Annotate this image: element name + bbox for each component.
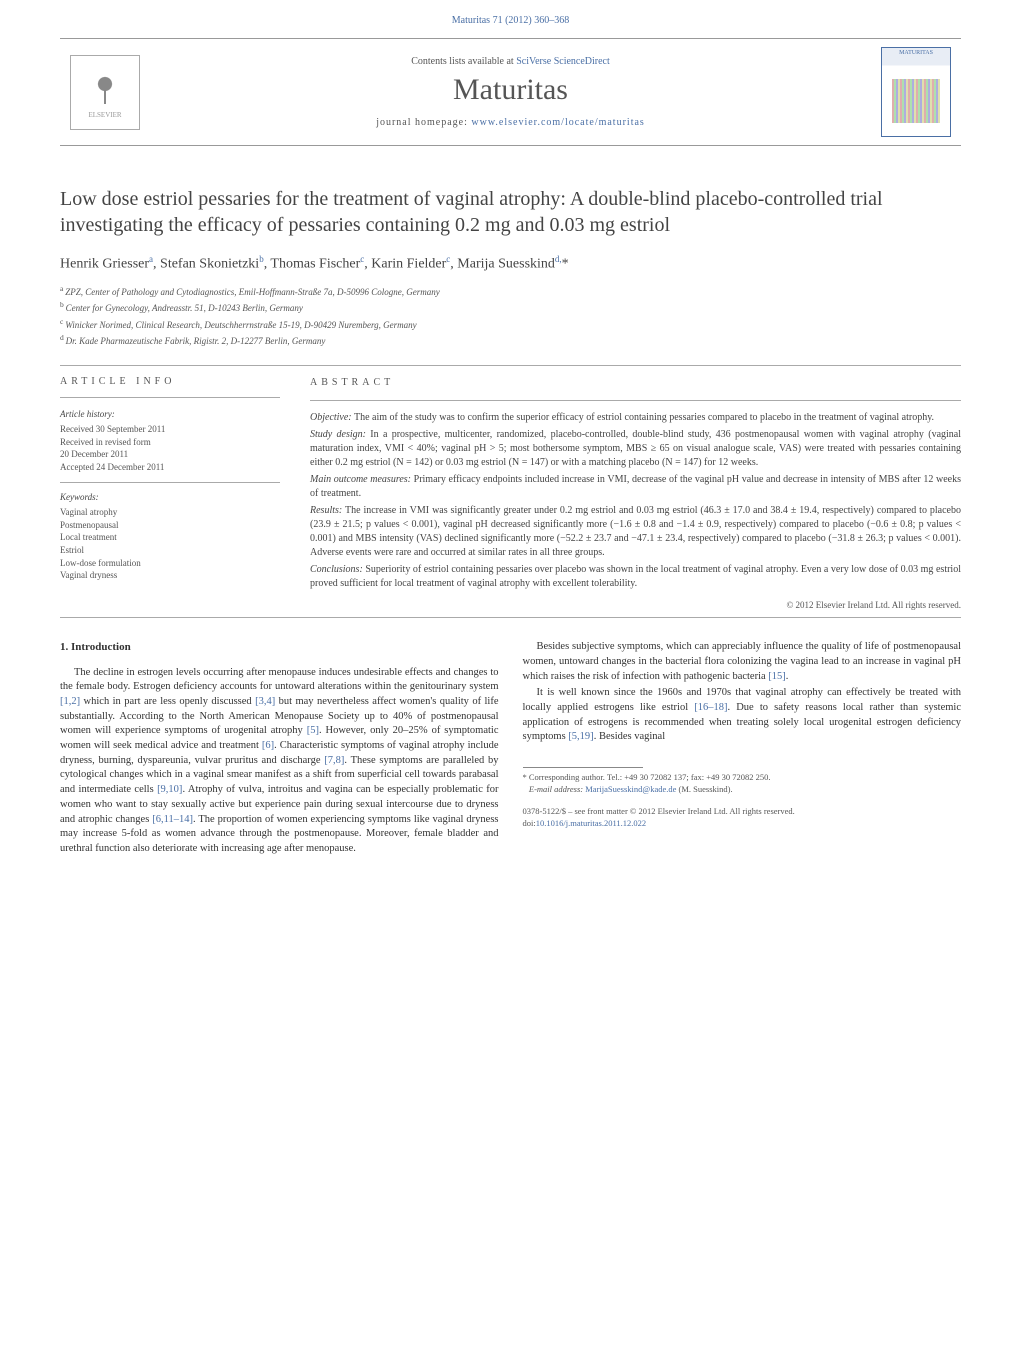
cover-label: MATURITAS xyxy=(899,50,933,56)
abstract-rule xyxy=(310,400,961,401)
copyright: © 2012 Elsevier Ireland Ltd. All rights … xyxy=(310,599,961,612)
design-label: Study design: xyxy=(310,429,366,440)
email-label: E-mail address: xyxy=(529,784,585,794)
abstract-objective: Objective: The aim of the study was to c… xyxy=(310,411,961,425)
affiliations: a ZPZ, Center of Pathology and Cytodiagn… xyxy=(60,283,961,349)
abstract: ABSTRACT Objective: The aim of the study… xyxy=(310,376,961,612)
journal-reference: Maturitas 71 (2012) 360–368 xyxy=(60,15,961,26)
doi-label: doi: xyxy=(523,818,536,828)
body-text-span: which in part are less openly discussed xyxy=(80,696,255,707)
keywords-block: Keywords: Vaginal atrophyPostmenopausalL… xyxy=(60,491,280,590)
journal-cover-thumbnail: MATURITAS xyxy=(881,47,951,137)
contents-text: Contents lists available at xyxy=(411,56,516,67)
info-rule xyxy=(60,397,280,398)
issn-line: 0378-5122/$ – see front matter © 2012 El… xyxy=(523,806,962,818)
abstract-design: Study design: In a prospective, multicen… xyxy=(310,428,961,470)
objective-label: Objective: xyxy=(310,412,352,423)
keyword-line: Local treatment xyxy=(60,531,280,544)
outcome-label: Main outcome measures: xyxy=(310,474,411,485)
affiliation-line: b Center for Gynecology, Andreasstr. 51,… xyxy=(60,299,961,316)
ref-link[interactable]: [6] xyxy=(262,740,274,751)
elsevier-logo: ELSEVIER xyxy=(70,55,140,130)
intro-para-3: It is well known since the 1960s and 197… xyxy=(523,686,962,745)
header-center: Contents lists available at SciVerse Sci… xyxy=(140,56,881,128)
ref-link[interactable]: [1,2] xyxy=(60,696,80,707)
article-info-heading: ARTICLE INFO xyxy=(60,376,280,387)
keyword-line: Postmenopausal xyxy=(60,519,280,532)
keyword-line: Vaginal dryness xyxy=(60,569,280,582)
article-info: ARTICLE INFO Article history: Received 3… xyxy=(60,376,280,612)
keyword-line: Vaginal atrophy xyxy=(60,506,280,519)
email-after: (M. Suesskind). xyxy=(676,784,732,794)
history-line: Received 30 September 2011 xyxy=(60,423,280,436)
results-text: The increase in VMI was significantly gr… xyxy=(310,505,961,558)
ref-link[interactable]: [9,10] xyxy=(157,784,182,795)
header-box: ELSEVIER Contents lists available at Sci… xyxy=(60,38,961,146)
elsevier-label: ELSEVIER xyxy=(88,111,121,119)
homepage-label: journal homepage: xyxy=(376,117,471,128)
body-text-span: . xyxy=(786,671,789,682)
abstract-outcome: Main outcome measures: Primary efficacy … xyxy=(310,473,961,501)
ref-link[interactable]: [5,19] xyxy=(568,731,593,742)
affiliation-line: c Winicker Norimed, Clinical Research, D… xyxy=(60,316,961,333)
keyword-line: Estriol xyxy=(60,544,280,557)
sciencedirect-link[interactable]: SciVerse ScienceDirect xyxy=(516,56,610,67)
body-text-span: . Besides vaginal xyxy=(594,731,665,742)
conclusions-text: Superiority of estriol containing pessar… xyxy=(310,564,961,589)
homepage-line: journal homepage: www.elsevier.com/locat… xyxy=(160,117,861,128)
body-text-span: The decline in estrogen levels occurring… xyxy=(60,667,499,693)
doi-link[interactable]: 10.1016/j.maturitas.2011.12.022 xyxy=(536,818,646,828)
body-rule xyxy=(60,617,961,618)
doi-footer: 0378-5122/$ – see front matter © 2012 El… xyxy=(523,806,962,830)
corresponding-author: * Corresponding author. Tel.: +49 30 720… xyxy=(523,772,962,784)
abstract-heading: ABSTRACT xyxy=(310,376,961,390)
section-rule xyxy=(60,365,961,366)
affiliation-line: d Dr. Kade Pharmazeutische Fabrik, Rigis… xyxy=(60,332,961,349)
history-line: 20 December 2011 xyxy=(60,448,280,461)
body-text: 1. Introduction The decline in estrogen … xyxy=(60,640,961,856)
article-history-block: Article history: Received 30 September 2… xyxy=(60,408,280,483)
intro-heading: 1. Introduction xyxy=(60,640,499,655)
ref-link[interactable]: [16–18] xyxy=(694,702,727,713)
results-label: Results: xyxy=(310,505,342,516)
intro-para-1: The decline in estrogen levels occurring… xyxy=(60,666,499,857)
journal-name: Maturitas xyxy=(160,73,861,107)
conclusions-label: Conclusions: xyxy=(310,564,363,575)
ref-link[interactable]: [3,4] xyxy=(255,696,275,707)
email-link[interactable]: MarijaSuesskind@kade.de xyxy=(585,784,676,794)
abstract-conclusions: Conclusions: Superiority of estriol cont… xyxy=(310,563,961,591)
keyword-line: Low-dose formulation xyxy=(60,557,280,570)
intro-para-2: Besides subjective symptoms, which can a… xyxy=(523,640,962,684)
ref-link[interactable]: [6,11–14] xyxy=(152,814,193,825)
authors: Henrik Griessera, Stefan Skonietzkib, Th… xyxy=(60,254,961,273)
elsevier-tree-icon xyxy=(85,66,125,111)
affiliation-line: a ZPZ, Center of Pathology and Cytodiagn… xyxy=(60,283,961,300)
abstract-results: Results: The increase in VMI was signifi… xyxy=(310,504,961,560)
ref-link[interactable]: [5] xyxy=(307,725,319,736)
email-line: E-mail address: MarijaSuesskind@kade.de … xyxy=(523,784,962,796)
article-title: Low dose estriol pessaries for the treat… xyxy=(60,186,961,238)
contents-line: Contents lists available at SciVerse Sci… xyxy=(160,56,861,67)
objective-text: The aim of the study was to confirm the … xyxy=(352,412,934,423)
doi-line: doi:10.1016/j.maturitas.2011.12.022 xyxy=(523,818,962,830)
ref-link[interactable]: [7,8] xyxy=(324,755,344,766)
ref-link[interactable]: [15] xyxy=(768,671,786,682)
keywords-subhead: Keywords: xyxy=(60,491,280,504)
history-line: Accepted 24 December 2011 xyxy=(60,461,280,474)
design-text: In a prospective, multicenter, randomize… xyxy=(310,429,961,468)
body-text-span: Besides subjective symptoms, which can a… xyxy=(523,641,962,681)
history-subhead: Article history: xyxy=(60,408,280,421)
history-line: Received in revised form xyxy=(60,436,280,449)
homepage-link[interactable]: www.elsevier.com/locate/maturitas xyxy=(471,117,644,128)
corresponding-author-footer: * Corresponding author. Tel.: +49 30 720… xyxy=(523,767,962,796)
